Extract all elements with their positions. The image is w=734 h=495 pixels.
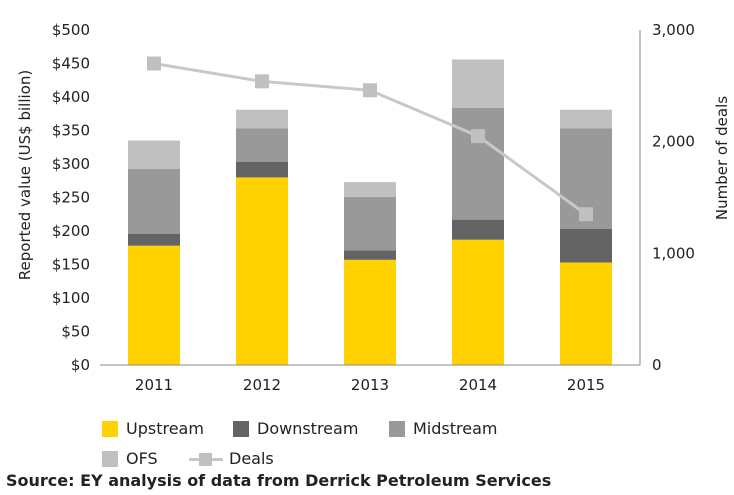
y-tick-label: $400	[52, 88, 90, 106]
bar-ofs-2012	[236, 109, 288, 129]
bar-ofs-2014	[452, 59, 504, 108]
bar-midstream-2011	[128, 168, 180, 234]
legend-swatch-downstream	[233, 420, 249, 437]
x-tick-label: 2013	[351, 376, 389, 394]
y-tick-label: $150	[52, 256, 90, 274]
y2-axis-ticks: 0 1,000 2,000 3,000	[652, 21, 695, 374]
legend-item-downstream: Downstream	[233, 419, 358, 438]
deals-point-2011	[147, 56, 161, 71]
legend-swatch-upstream	[102, 420, 118, 437]
y-tick-label: $250	[52, 189, 90, 207]
x-tick-label: 2015	[567, 376, 605, 394]
x-tick-label: 2014	[459, 376, 497, 394]
x-tick-label: 2012	[243, 376, 281, 394]
y2-tick-label: 1,000	[652, 244, 695, 262]
axes	[100, 30, 641, 366]
deals-point-2014	[471, 129, 485, 144]
bar-midstream-2013	[344, 196, 396, 251]
y-tick-label: $450	[52, 55, 90, 73]
legend-item-upstream: Upstream	[102, 419, 204, 438]
legend-item-ofs: OFS	[102, 449, 158, 468]
y-tick-label: $200	[52, 222, 90, 240]
legend-label-midstream: Midstream	[413, 419, 498, 438]
bar-upstream-2015	[560, 262, 612, 365]
x-tick-label: 2011	[135, 376, 173, 394]
y-axis-ticks: $0 $50 $100 $150 $200 $250 $300 $350 $400 $450 $50…	[52, 21, 90, 374]
y-tick-label: $50	[61, 323, 90, 341]
y2-tick-label: 3,000	[652, 21, 695, 39]
bar-upstream-2013	[344, 259, 396, 365]
bars	[128, 59, 612, 365]
y-tick-label: $100	[52, 289, 90, 307]
deals-line	[147, 56, 593, 222]
bar-upstream-2014	[452, 239, 504, 365]
y2-axis-title: Number of deals	[713, 96, 731, 220]
y2-tick-label: 2,000	[652, 133, 695, 151]
legend-label-upstream: Upstream	[126, 419, 204, 438]
y-tick-label: $0	[71, 356, 90, 374]
y-tick-label: $500	[52, 21, 90, 39]
y2-tick-label: 0	[652, 356, 662, 374]
bar-downstream-2012	[236, 161, 288, 178]
bar-ofs-2013	[344, 182, 396, 197]
deals-point-2015	[579, 207, 593, 222]
deals-point-2013	[363, 83, 377, 98]
bar-ofs-2015	[560, 109, 612, 129]
bar-downstream-2013	[344, 250, 396, 260]
y-axis-title: Reported value (US$ billion)	[16, 70, 34, 280]
bar-upstream-2011	[128, 245, 180, 365]
bar-midstream-2012	[236, 128, 288, 162]
bar-midstream-2014	[452, 107, 504, 220]
x-axis-ticks: 2011 2012 2013 2014 2015	[135, 376, 605, 394]
bar-ofs-2011	[128, 140, 180, 169]
bar-downstream-2015	[560, 228, 612, 263]
deals-point-2012	[255, 74, 269, 89]
legend-swatch-deals	[189, 451, 223, 467]
legend-label-ofs: OFS	[126, 449, 158, 468]
legend-item-midstream: Midstream	[389, 419, 497, 438]
legend-swatch-ofs	[102, 450, 118, 467]
source-note: Source: EY analysis of data from Derrick…	[6, 471, 552, 490]
legend-label-deals: Deals	[229, 449, 274, 468]
bar-upstream-2012	[236, 177, 288, 365]
bar-downstream-2014	[452, 219, 504, 240]
legend-label-downstream: Downstream	[257, 419, 359, 438]
y-tick-label: $300	[52, 155, 90, 173]
legend-swatch-midstream	[389, 420, 405, 437]
y-tick-label: $350	[52, 122, 90, 140]
bar-downstream-2011	[128, 233, 180, 246]
legend-item-deals: Deals	[189, 449, 274, 468]
